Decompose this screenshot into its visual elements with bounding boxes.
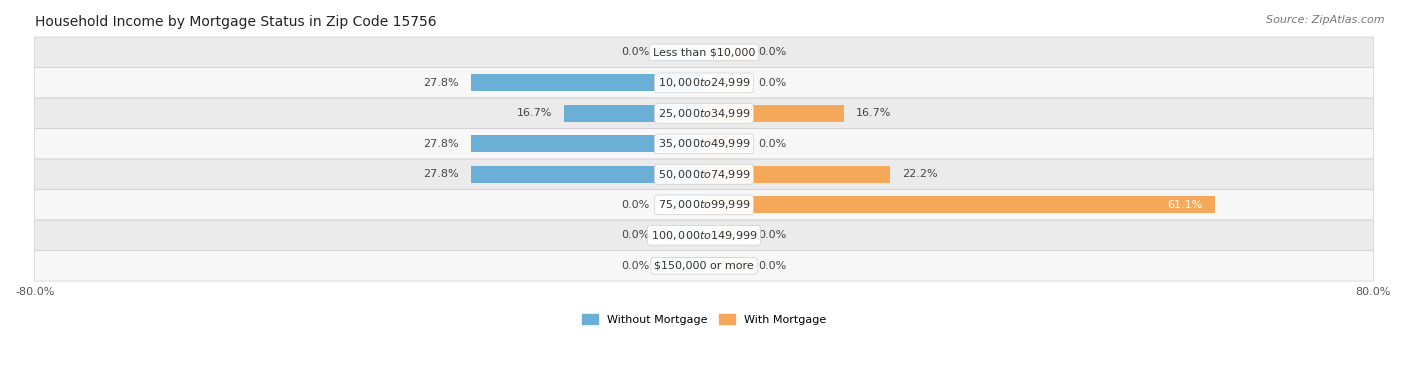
Bar <box>471 75 704 91</box>
Bar <box>704 196 1215 213</box>
Text: $25,000 to $34,999: $25,000 to $34,999 <box>658 107 751 120</box>
Text: $50,000 to $74,999: $50,000 to $74,999 <box>658 168 751 181</box>
FancyBboxPatch shape <box>35 37 1374 67</box>
Text: 16.7%: 16.7% <box>516 108 551 118</box>
Bar <box>662 227 704 244</box>
Bar <box>471 135 704 152</box>
FancyBboxPatch shape <box>35 159 1374 190</box>
Text: 27.8%: 27.8% <box>423 169 458 179</box>
Bar <box>704 257 745 274</box>
Bar <box>704 166 890 183</box>
Text: 0.0%: 0.0% <box>621 48 650 57</box>
Text: Less than $10,000: Less than $10,000 <box>652 48 755 57</box>
Bar <box>662 196 704 213</box>
Text: 0.0%: 0.0% <box>758 48 786 57</box>
Text: 0.0%: 0.0% <box>758 78 786 88</box>
Text: 16.7%: 16.7% <box>856 108 891 118</box>
Text: Household Income by Mortgage Status in Zip Code 15756: Household Income by Mortgage Status in Z… <box>35 15 436 29</box>
Text: 61.1%: 61.1% <box>1167 200 1202 210</box>
Bar <box>704 75 745 91</box>
Text: $100,000 to $149,999: $100,000 to $149,999 <box>651 229 758 242</box>
Bar <box>471 166 704 183</box>
Text: 27.8%: 27.8% <box>423 78 458 88</box>
Bar <box>662 44 704 61</box>
Legend: Without Mortgage, With Mortgage: Without Mortgage, With Mortgage <box>576 310 831 329</box>
Bar <box>662 257 704 274</box>
Text: 27.8%: 27.8% <box>423 139 458 149</box>
Text: $150,000 or more: $150,000 or more <box>654 261 754 271</box>
Text: Source: ZipAtlas.com: Source: ZipAtlas.com <box>1267 15 1385 25</box>
Bar <box>704 135 745 152</box>
FancyBboxPatch shape <box>35 220 1374 251</box>
Text: 0.0%: 0.0% <box>758 230 786 240</box>
Text: 22.2%: 22.2% <box>903 169 938 179</box>
Bar <box>704 227 745 244</box>
Bar <box>704 105 844 122</box>
Text: $10,000 to $24,999: $10,000 to $24,999 <box>658 77 751 89</box>
Bar <box>704 44 745 61</box>
FancyBboxPatch shape <box>35 129 1374 159</box>
Text: $35,000 to $49,999: $35,000 to $49,999 <box>658 137 751 150</box>
Bar <box>564 105 704 122</box>
Text: $75,000 to $99,999: $75,000 to $99,999 <box>658 198 751 211</box>
FancyBboxPatch shape <box>35 67 1374 98</box>
FancyBboxPatch shape <box>35 190 1374 220</box>
Text: 0.0%: 0.0% <box>758 139 786 149</box>
Text: 0.0%: 0.0% <box>621 230 650 240</box>
Text: 0.0%: 0.0% <box>621 261 650 271</box>
Text: 0.0%: 0.0% <box>621 200 650 210</box>
Text: 0.0%: 0.0% <box>758 261 786 271</box>
FancyBboxPatch shape <box>35 251 1374 281</box>
FancyBboxPatch shape <box>35 98 1374 129</box>
